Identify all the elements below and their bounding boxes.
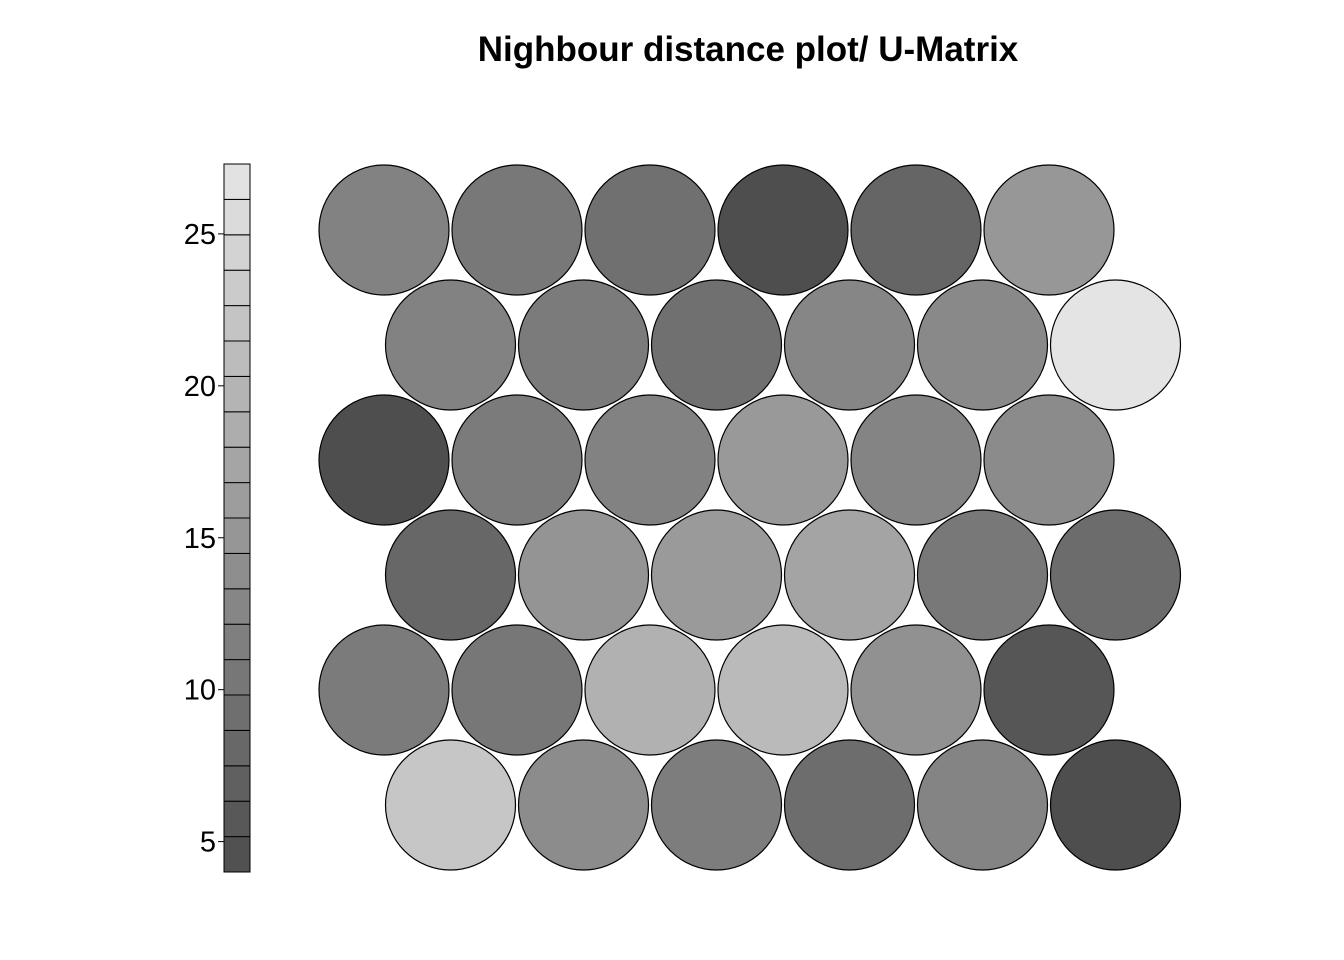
colorbar-segment xyxy=(223,588,251,625)
node-cell-r4-c2 xyxy=(650,279,783,411)
node-cell-r5-c3 xyxy=(717,164,849,296)
colorbar-tick-label: 15 xyxy=(184,523,216,555)
node-cell-r0-c5 xyxy=(1049,739,1182,871)
node-cell-r0-c4 xyxy=(916,739,1049,871)
colorbar-segment xyxy=(223,765,251,802)
colorbar-segment xyxy=(223,305,251,342)
node-cell-r0-c2 xyxy=(650,739,783,871)
chart-title: Nighbour distance plot/ U-Matrix xyxy=(477,30,1019,69)
node-cell-r1-c4 xyxy=(850,624,982,756)
node-cell-r2-c0 xyxy=(384,509,517,641)
colorbar-segment xyxy=(223,552,251,590)
node-cell-r2-c5 xyxy=(1049,509,1182,641)
colorbar-segment xyxy=(223,198,251,236)
colorbar-segment xyxy=(223,446,251,484)
colorbar-segment xyxy=(223,411,251,448)
node-cell-r3-c4 xyxy=(850,394,982,526)
colorbar-segment xyxy=(223,659,251,696)
colorbar: 5 10 15 20 25 xyxy=(184,163,251,873)
node-cell-r1-c0 xyxy=(318,624,450,756)
node-cell-r4-c5 xyxy=(1049,279,1182,411)
colorbar-tick-label: 20 xyxy=(184,371,216,403)
node-cell-r1-c5 xyxy=(983,624,1115,756)
colorbar-tick-label: 5 xyxy=(200,827,216,859)
node-cell-r5-c2 xyxy=(584,164,716,296)
colorbar-segment xyxy=(223,375,251,413)
colorbar-segment xyxy=(223,623,251,661)
node-cell-r1-c1 xyxy=(451,624,583,756)
colorbar-segment xyxy=(223,340,251,377)
node-cell-r5-c1 xyxy=(451,164,583,296)
colorbar-tick-label: 10 xyxy=(184,675,216,707)
node-cells xyxy=(318,164,1182,871)
node-cell-r2-c2 xyxy=(650,509,783,641)
node-cell-r0-c0 xyxy=(384,739,517,871)
node-cell-r4-c1 xyxy=(517,279,650,411)
node-cell-r3-c3 xyxy=(717,394,849,526)
node-cell-r0-c1 xyxy=(517,739,650,871)
node-cell-r3-c5 xyxy=(983,394,1115,526)
colorbar-segment xyxy=(223,729,251,767)
node-cell-r3-c0 xyxy=(318,394,450,526)
node-cell-r2-c1 xyxy=(517,509,650,641)
node-cell-r2-c3 xyxy=(783,509,916,641)
colorbar-segment xyxy=(223,163,251,200)
colorbar-segment xyxy=(223,836,251,873)
node-cell-r3-c1 xyxy=(451,394,583,526)
colorbar-segment xyxy=(223,694,251,731)
colorbar-segment xyxy=(223,269,251,307)
node-cell-r0-c3 xyxy=(783,739,916,871)
node-cell-r4-c3 xyxy=(783,279,916,411)
node-cell-r4-c4 xyxy=(916,279,1049,411)
colorbar-segment xyxy=(223,234,251,271)
colorbar-segment xyxy=(223,482,251,519)
node-cell-r2-c4 xyxy=(916,509,1049,641)
node-cell-r3-c2 xyxy=(584,394,716,526)
node-cell-r5-c5 xyxy=(983,164,1115,296)
node-cell-r5-c0 xyxy=(318,164,450,296)
node-cell-r5-c4 xyxy=(850,164,982,296)
node-cell-r4-c0 xyxy=(384,279,517,411)
colorbar-segment xyxy=(223,517,251,554)
colorbar-segment xyxy=(223,800,251,838)
node-cell-r1-c2 xyxy=(584,624,716,756)
colorbar-tick-label: 25 xyxy=(184,219,216,251)
node-cell-r1-c3 xyxy=(717,624,849,756)
